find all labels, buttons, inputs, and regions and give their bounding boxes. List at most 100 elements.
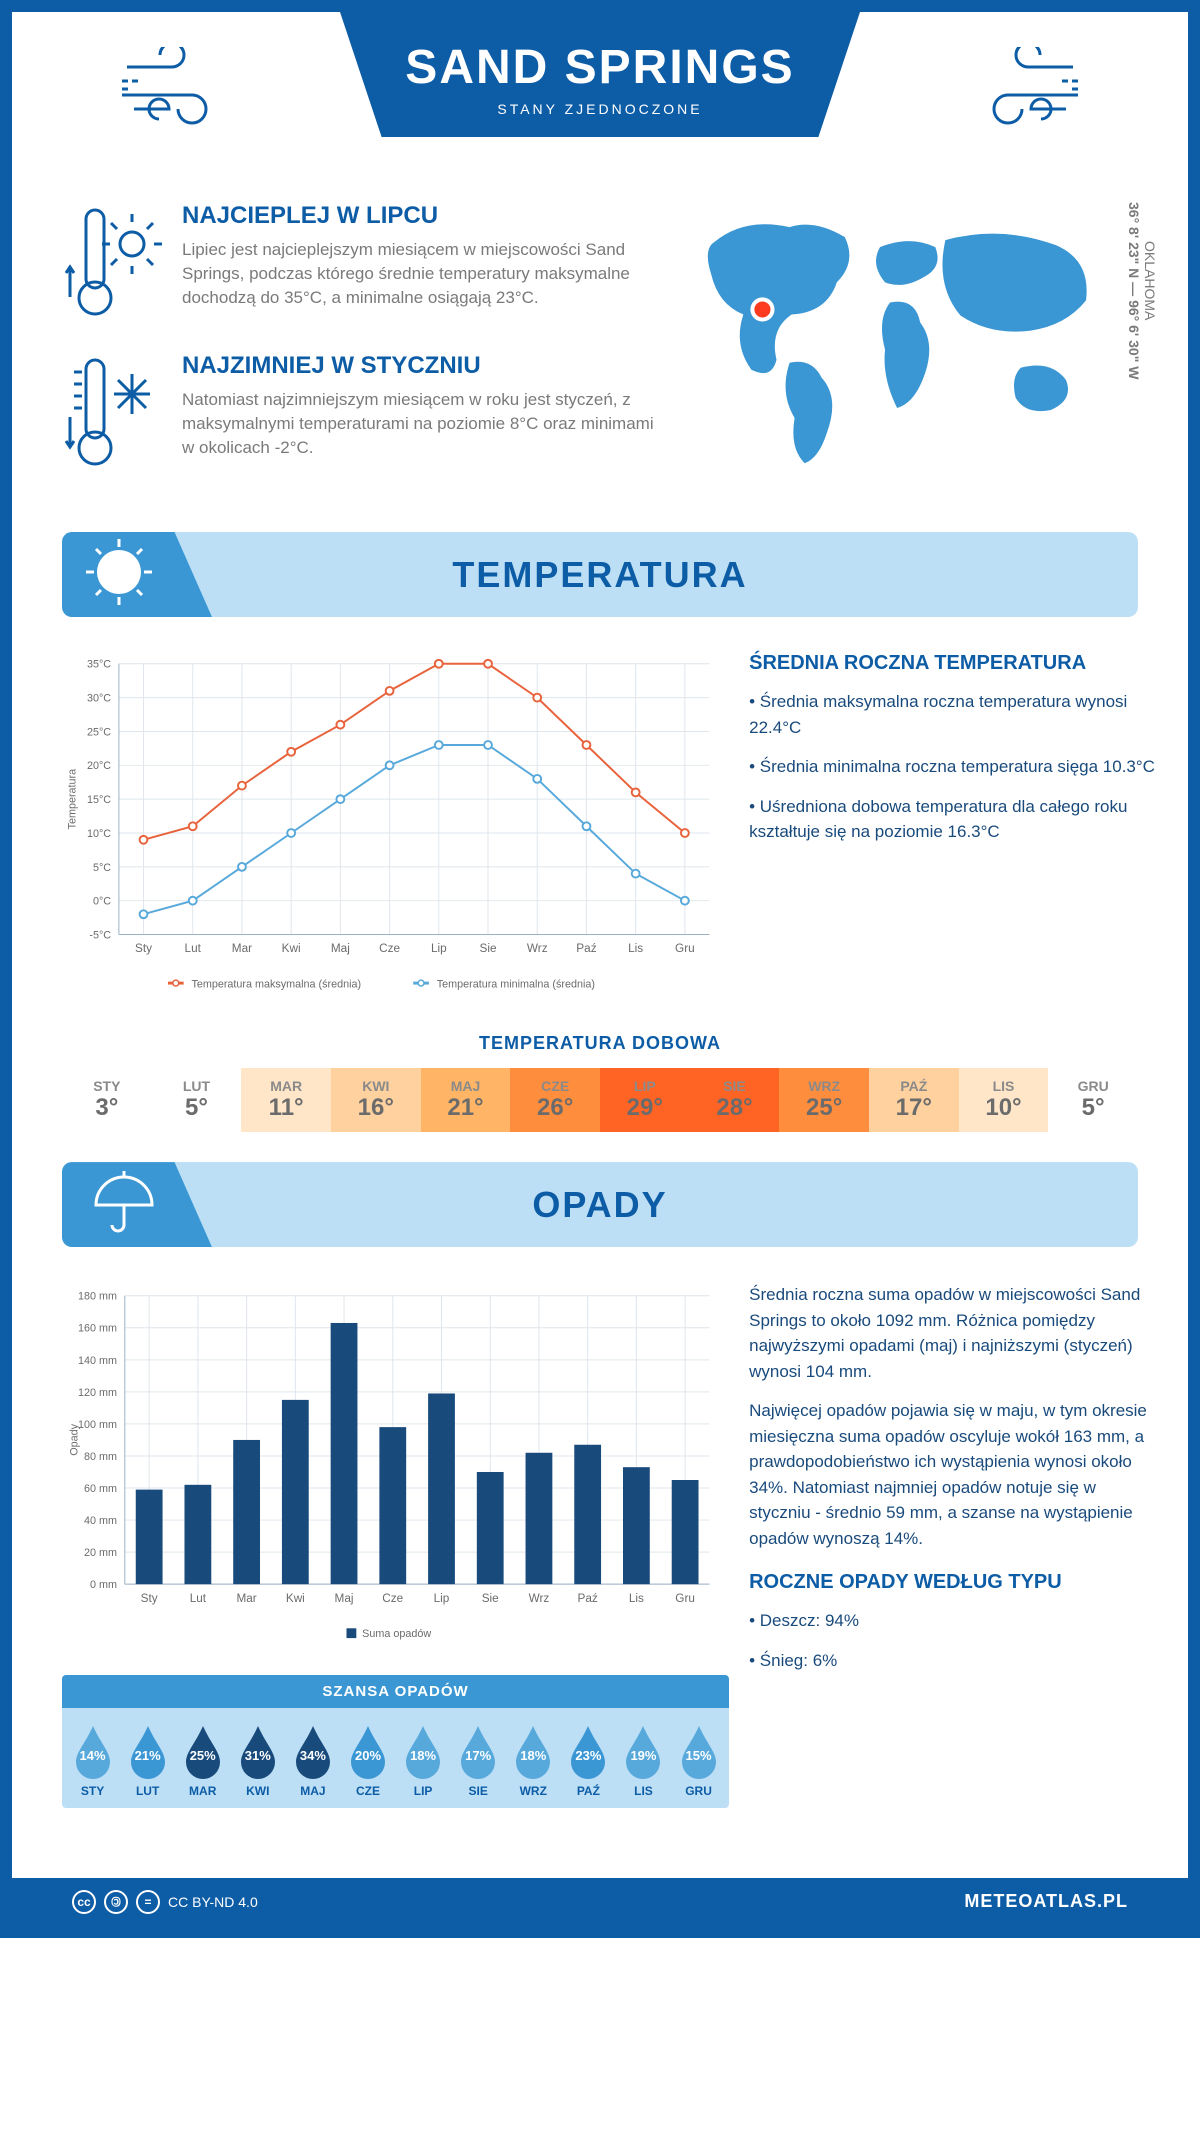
temp-side-bullet: • Uśredniona dobowa temperatura dla całe…	[749, 794, 1158, 845]
precip-bar-chart: 0 mm20 mm40 mm60 mm80 mm100 mm120 mm140 …	[62, 1282, 729, 1655]
daily-temp-title: TEMPERATURA DOBOWA	[62, 1033, 1138, 1054]
site-name: METEOATLAS.PL	[964, 1891, 1128, 1912]
city-name: SAND SPRINGS	[360, 40, 840, 95]
chance-value: 19%	[617, 1748, 670, 1763]
precip-side-text: Najwięcej opadów pojawia się w maju, w t…	[749, 1398, 1158, 1551]
umbrella-icon	[84, 1167, 154, 1242]
svg-text:0°C: 0°C	[93, 896, 111, 908]
warmest-block: NAJCIEPLEJ W LIPCU Lipiec jest najcieple…	[62, 202, 654, 327]
svg-text:140 mm: 140 mm	[78, 1355, 117, 1367]
svg-text:Sty: Sty	[141, 1592, 158, 1605]
svg-text:-5°C: -5°C	[89, 929, 111, 941]
section-title: OPADY	[532, 1184, 667, 1226]
svg-text:Temperatura maksymalna (średni: Temperatura maksymalna (średnia)	[191, 979, 361, 991]
chance-value: 14%	[66, 1748, 119, 1763]
warmest-text: Lipiec jest najcieplejszym miesiącem w m…	[182, 238, 654, 309]
chance-drops: 14%STY21%LUT25%MAR31%KWI34%MAJ20%CZE18%L…	[62, 1708, 729, 1808]
svg-text:Kwi: Kwi	[282, 942, 301, 955]
svg-text:60 mm: 60 mm	[84, 1483, 117, 1495]
month-label: MAR	[243, 1078, 329, 1094]
wind-icon	[122, 47, 242, 142]
month-label: GRU	[672, 1784, 725, 1798]
section-title: TEMPERATURA	[452, 554, 747, 596]
chance-value: 15%	[672, 1748, 725, 1763]
precip-type-snow: • Śnieg: 6%	[749, 1648, 1158, 1674]
month-label: CZE	[341, 1784, 394, 1798]
page-header: SAND SPRINGS STANY ZJEDNOCZONE	[62, 12, 1138, 192]
license-text: CC BY-ND 4.0	[168, 1894, 258, 1910]
coldest-block: NAJZIMNIEJ W STYCZNIU Natomiast najzimni…	[62, 352, 654, 477]
svg-text:20°C: 20°C	[87, 760, 111, 772]
svg-text:Temperatura: Temperatura	[67, 769, 79, 830]
svg-text:Suma opadów: Suma opadów	[362, 1628, 431, 1640]
precip-side-text: Średnia roczna suma opadów w miejscowośc…	[749, 1282, 1158, 1384]
svg-text:Sie: Sie	[482, 1592, 499, 1605]
world-map	[674, 212, 1116, 478]
svg-text:Sty: Sty	[135, 942, 152, 955]
chance-value: 20%	[341, 1748, 394, 1763]
svg-text:120 mm: 120 mm	[78, 1387, 117, 1399]
daily-temp-value: 5°	[154, 1094, 240, 1122]
precip-type-rain: • Deszcz: 94%	[749, 1608, 1158, 1634]
section-header-temperature: TEMPERATURA	[62, 532, 1138, 617]
daily-temp-value: 11°	[243, 1094, 329, 1122]
month-label: KWI	[333, 1078, 419, 1094]
chance-title: SZANSA OPADÓW	[62, 1675, 729, 1708]
month-label: PAŹ	[871, 1078, 957, 1094]
daily-temp-heatmap: STY3°LUT5°MAR11°KWI16°MAJ21°CZE26°LIP29°…	[62, 1068, 1138, 1132]
chance-value: 17%	[452, 1748, 505, 1763]
svg-text:Sie: Sie	[480, 942, 497, 955]
month-label: LUT	[121, 1784, 174, 1798]
thermometer-hot-icon	[62, 202, 162, 327]
month-label: WRZ	[781, 1078, 867, 1094]
svg-text:Mar: Mar	[232, 942, 252, 955]
daily-temp-value: 17°	[871, 1094, 957, 1122]
svg-text:Lis: Lis	[628, 942, 643, 955]
month-label: LIP	[397, 1784, 450, 1798]
temp-side-title: ŚREDNIA ROCZNA TEMPERATURA	[749, 652, 1158, 675]
sun-icon	[84, 537, 154, 612]
svg-text:Paź: Paź	[578, 1592, 598, 1605]
svg-text:10°C: 10°C	[87, 828, 111, 840]
svg-text:40 mm: 40 mm	[84, 1515, 117, 1527]
month-label: STY	[66, 1784, 119, 1798]
svg-text:Maj: Maj	[331, 942, 350, 955]
svg-text:Lip: Lip	[434, 1592, 450, 1605]
coldest-title: NAJZIMNIEJ W STYCZNIU	[182, 352, 654, 380]
chance-value: 25%	[176, 1748, 229, 1763]
month-label: LIP	[602, 1078, 688, 1094]
svg-text:Gru: Gru	[675, 942, 695, 955]
svg-text:Opady: Opady	[69, 1424, 81, 1456]
daily-temp-value: 21°	[423, 1094, 509, 1122]
month-label: WRZ	[507, 1784, 560, 1798]
svg-text:30°C: 30°C	[87, 693, 111, 705]
month-label: LUT	[154, 1078, 240, 1094]
coldest-text: Natomiast najzimniejszym miesiącem w rok…	[182, 388, 654, 459]
daily-temp-value: 26°	[512, 1094, 598, 1122]
svg-text:Kwi: Kwi	[286, 1592, 305, 1605]
month-label: SIE	[692, 1078, 778, 1094]
svg-text:Maj: Maj	[335, 1592, 354, 1605]
svg-text:80 mm: 80 mm	[84, 1451, 117, 1463]
svg-text:0 mm: 0 mm	[90, 1579, 117, 1591]
svg-text:15°C: 15°C	[87, 794, 111, 806]
svg-text:180 mm: 180 mm	[78, 1291, 117, 1303]
title-banner: SAND SPRINGS STANY ZJEDNOCZONE	[340, 12, 860, 137]
svg-text:35°C: 35°C	[87, 659, 111, 671]
month-label: MAJ	[423, 1078, 509, 1094]
precip-type-title: ROCZNE OPADY WEDŁUG TYPU	[749, 1571, 1158, 1594]
svg-text:Wrz: Wrz	[529, 1592, 550, 1605]
wind-icon	[958, 47, 1078, 142]
country-name: STANY ZJEDNOCZONE	[360, 101, 840, 117]
svg-text:Cze: Cze	[382, 1592, 403, 1605]
svg-text:Cze: Cze	[379, 942, 400, 955]
temperature-line-chart: -5°C0°C5°C10°C15°C20°C25°C30°C35°CTemper…	[62, 652, 729, 1005]
svg-text:Lut: Lut	[190, 1592, 207, 1605]
month-label: STY	[64, 1078, 150, 1094]
daily-temp-value: 16°	[333, 1094, 419, 1122]
svg-text:5°C: 5°C	[93, 862, 111, 874]
chance-value: 23%	[562, 1748, 615, 1763]
svg-text:Lis: Lis	[629, 1592, 644, 1605]
chance-value: 18%	[397, 1748, 450, 1763]
month-label: LIS	[961, 1078, 1047, 1094]
